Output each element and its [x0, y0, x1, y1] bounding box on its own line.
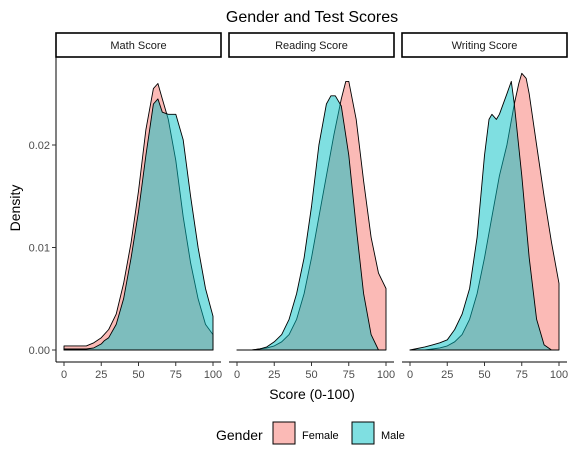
x-tick-label: 75: [516, 369, 528, 381]
facet-strip-label: Math Score: [110, 40, 166, 52]
y-tick-label: 0.00: [29, 345, 50, 357]
x-tick-label: 75: [343, 369, 355, 381]
x-tick-label: 100: [377, 369, 395, 381]
facet-strip: [228, 32, 395, 58]
x-axis-title: Score (0-100): [269, 386, 355, 402]
x-tick-label: 0: [234, 369, 240, 381]
legend-title: Gender: [216, 427, 263, 443]
x-tick-label: 50: [132, 369, 144, 381]
x-tick-label: 25: [268, 369, 280, 381]
x-tick-label: 50: [478, 369, 490, 381]
legend-key-female: [272, 421, 296, 445]
facet-strip: [401, 32, 568, 58]
x-tick-label: 100: [550, 369, 568, 381]
facet-panel: Reading Score 0 25 50 75 100: [228, 32, 395, 381]
facet-strip-label: Writing Score: [452, 40, 518, 52]
density-area-male: [63, 98, 214, 351]
chart-title: Gender and Test Scores: [226, 9, 398, 26]
legend: Gender Female Male: [216, 421, 405, 445]
legend-label-female: Female: [302, 430, 339, 442]
y-tick-label: 0.01: [29, 243, 50, 255]
density-area-male: [236, 95, 379, 351]
y-tick-label: 0.02: [29, 140, 50, 152]
facet-panel: Writing Score 0 25 50 75 100: [401, 32, 568, 381]
legend-key-male: [351, 421, 375, 445]
x-tick-label: 100: [204, 369, 222, 381]
x-tick-label: 25: [95, 369, 107, 381]
density-area-male: [409, 80, 552, 351]
x-tick-label: 75: [170, 369, 182, 381]
legend-label-male: Male: [381, 430, 405, 442]
facet-strip: [55, 32, 222, 58]
x-tick-label: 0: [61, 369, 67, 381]
x-tick-label: 25: [441, 369, 453, 381]
facet-panel: Math Score 0.00 0.01 0.02 0 25 50 75 100: [29, 32, 222, 381]
y-axis-title: Density: [7, 185, 23, 232]
x-tick-label: 0: [407, 369, 413, 381]
x-tick-label: 50: [305, 369, 317, 381]
facet-strip-label: Reading Score: [275, 40, 348, 52]
